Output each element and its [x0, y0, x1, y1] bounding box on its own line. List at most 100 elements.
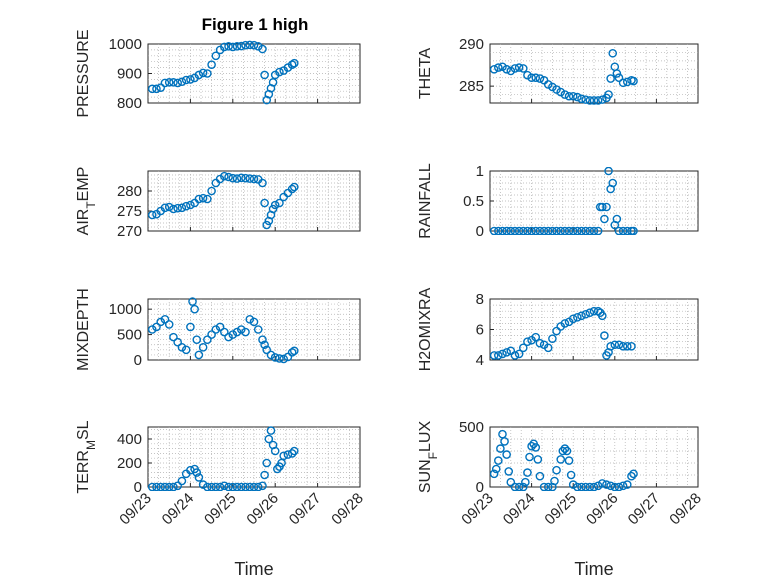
data-point	[627, 471, 636, 481]
data-point	[289, 446, 299, 456]
y-tick-label: 200	[117, 455, 142, 472]
y-tick-label: 0	[476, 479, 484, 496]
data-point	[585, 226, 595, 235]
data-point	[258, 335, 267, 344]
data-point	[543, 482, 553, 491]
data-point	[527, 73, 536, 83]
data-point	[192, 468, 202, 477]
data-point	[194, 194, 204, 204]
data-point	[577, 226, 586, 235]
data-point	[220, 327, 229, 337]
data-point	[496, 444, 505, 453]
x-tick-label: 09/28	[666, 490, 705, 529]
data-point	[489, 351, 499, 360]
data-point	[523, 226, 532, 235]
data-point	[232, 482, 242, 491]
data-point	[606, 481, 615, 491]
data-point	[260, 70, 269, 80]
y-tick-label: 500	[117, 327, 142, 344]
data-point	[275, 198, 284, 208]
data-point	[568, 226, 578, 235]
y-tick-label: 270	[117, 223, 142, 240]
data-point	[533, 455, 543, 464]
data-point	[164, 482, 174, 491]
data-point	[236, 482, 246, 491]
data-point	[523, 337, 532, 347]
data-point	[577, 311, 586, 321]
data-point	[556, 455, 566, 464]
data-point	[560, 90, 570, 99]
data-point	[629, 469, 638, 479]
data-point	[289, 182, 299, 192]
data-point	[198, 68, 208, 78]
data-point	[215, 322, 225, 332]
data-point	[203, 482, 212, 491]
data-point	[622, 341, 632, 351]
data-point	[510, 226, 520, 235]
data-point	[283, 352, 293, 362]
panel-pressure: 800 900 1000 PRESSURE	[75, 29, 361, 118]
data-point	[494, 456, 503, 465]
data-point	[283, 450, 293, 459]
data-point	[500, 437, 509, 446]
data-point	[518, 64, 528, 73]
y-tick-label: 4	[476, 352, 484, 369]
data-point	[531, 332, 541, 342]
data-point	[287, 348, 297, 357]
data-point	[502, 348, 511, 357]
data-point	[241, 40, 250, 50]
data-point	[194, 70, 204, 80]
data-point	[253, 325, 263, 334]
axes-box-theta	[489, 43, 699, 104]
data-point	[224, 172, 233, 182]
data-point	[573, 312, 582, 322]
data-point	[556, 226, 566, 235]
data-point	[262, 345, 272, 355]
data-point	[186, 75, 195, 84]
panel-rainfall: 0 0.5 1 RAINFALL	[417, 163, 699, 240]
data-point	[502, 450, 511, 459]
data-point	[600, 214, 609, 224]
data-point	[289, 346, 299, 356]
y-axis-label: PRESSURE	[75, 29, 92, 117]
data-point	[525, 452, 534, 462]
data-point	[169, 482, 178, 491]
data-point	[262, 458, 272, 468]
data-point	[548, 226, 557, 235]
data-point	[548, 334, 557, 343]
data-point	[211, 325, 221, 334]
data-point	[514, 226, 524, 235]
y-tick-label: 0.5	[463, 193, 484, 210]
data-point	[287, 449, 297, 458]
data-point	[531, 73, 541, 83]
data-point	[560, 319, 570, 328]
data-point	[228, 173, 238, 183]
data-point	[245, 40, 255, 50]
data-point	[573, 482, 582, 491]
data-point	[510, 351, 520, 360]
data-point	[489, 226, 499, 235]
data-point	[550, 476, 559, 486]
data-point	[198, 480, 208, 489]
data-point	[156, 317, 166, 327]
data-point	[249, 174, 259, 184]
data-point	[510, 64, 520, 73]
data-point	[494, 226, 503, 235]
data-point	[498, 226, 507, 235]
data-point	[258, 178, 267, 188]
data-point	[564, 91, 574, 101]
data-point	[289, 58, 299, 68]
y-tick-label: 800	[117, 95, 142, 112]
data-point	[241, 482, 250, 491]
data-point	[581, 309, 590, 319]
data-point	[598, 311, 607, 321]
data-point	[618, 481, 628, 491]
data-point	[535, 226, 545, 235]
y-tick-label: 1000	[109, 301, 142, 318]
data-point	[228, 482, 238, 491]
data-point	[245, 315, 255, 324]
data-point	[207, 60, 216, 69]
data-point	[498, 349, 507, 359]
data-point	[568, 314, 578, 324]
data-point	[598, 202, 607, 212]
